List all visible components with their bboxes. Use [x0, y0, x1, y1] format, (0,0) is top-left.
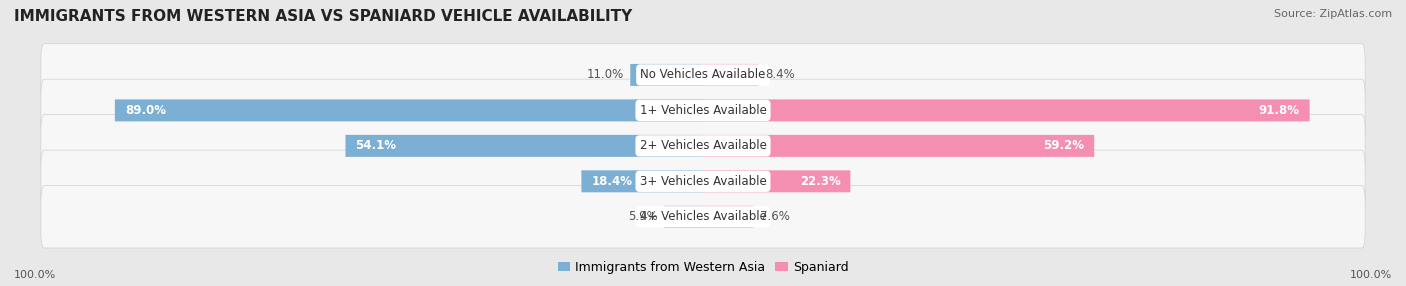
- Text: 89.0%: 89.0%: [125, 104, 166, 117]
- FancyBboxPatch shape: [703, 170, 851, 192]
- Text: 22.3%: 22.3%: [800, 175, 841, 188]
- FancyBboxPatch shape: [582, 170, 703, 192]
- Text: No Vehicles Available: No Vehicles Available: [640, 68, 766, 82]
- Legend: Immigrants from Western Asia, Spaniard: Immigrants from Western Asia, Spaniard: [558, 261, 848, 274]
- Text: 5.9%: 5.9%: [627, 210, 658, 223]
- Text: 7.6%: 7.6%: [759, 210, 790, 223]
- FancyBboxPatch shape: [703, 100, 1309, 121]
- FancyBboxPatch shape: [703, 64, 758, 86]
- Text: 11.0%: 11.0%: [586, 68, 624, 82]
- Text: IMMIGRANTS FROM WESTERN ASIA VS SPANIARD VEHICLE AVAILABILITY: IMMIGRANTS FROM WESTERN ASIA VS SPANIARD…: [14, 9, 633, 23]
- Text: 100.0%: 100.0%: [1350, 270, 1392, 280]
- Text: 100.0%: 100.0%: [14, 270, 56, 280]
- FancyBboxPatch shape: [703, 206, 754, 228]
- FancyBboxPatch shape: [41, 186, 1365, 248]
- Text: 54.1%: 54.1%: [356, 139, 396, 152]
- FancyBboxPatch shape: [630, 64, 703, 86]
- Text: Source: ZipAtlas.com: Source: ZipAtlas.com: [1274, 9, 1392, 19]
- FancyBboxPatch shape: [41, 150, 1365, 212]
- FancyBboxPatch shape: [41, 44, 1365, 106]
- FancyBboxPatch shape: [41, 115, 1365, 177]
- Text: 18.4%: 18.4%: [592, 175, 633, 188]
- Text: 91.8%: 91.8%: [1258, 104, 1299, 117]
- FancyBboxPatch shape: [346, 135, 703, 157]
- FancyBboxPatch shape: [41, 79, 1365, 142]
- Text: 59.2%: 59.2%: [1043, 139, 1084, 152]
- Text: 3+ Vehicles Available: 3+ Vehicles Available: [640, 175, 766, 188]
- Text: 8.4%: 8.4%: [765, 68, 794, 82]
- FancyBboxPatch shape: [115, 100, 703, 121]
- FancyBboxPatch shape: [703, 135, 1094, 157]
- Text: 4+ Vehicles Available: 4+ Vehicles Available: [640, 210, 766, 223]
- Text: 2+ Vehicles Available: 2+ Vehicles Available: [640, 139, 766, 152]
- FancyBboxPatch shape: [664, 206, 703, 228]
- Text: 1+ Vehicles Available: 1+ Vehicles Available: [640, 104, 766, 117]
